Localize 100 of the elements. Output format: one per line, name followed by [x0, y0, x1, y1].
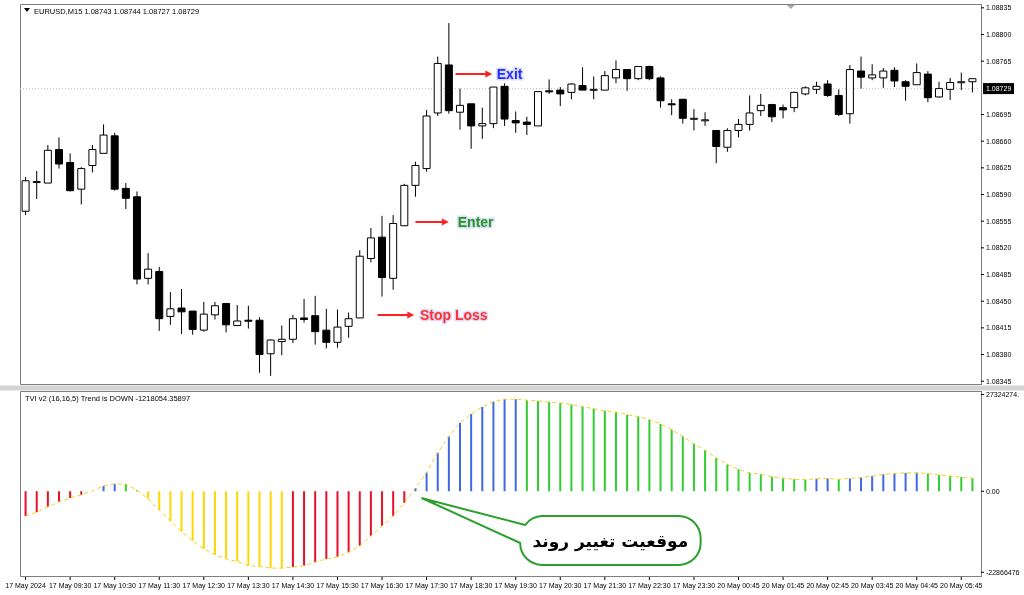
bar — [938, 474, 941, 492]
candlestick — [745, 94, 754, 131]
bar — [57, 491, 60, 502]
candlestick — [600, 70, 609, 91]
candlestick — [634, 65, 643, 81]
candlestick — [545, 78, 554, 95]
bar — [893, 473, 896, 492]
bar — [559, 403, 562, 492]
bar — [536, 400, 539, 492]
candlestick — [589, 75, 598, 100]
bar — [626, 414, 629, 492]
candlestick — [344, 312, 353, 339]
candlestick — [923, 70, 932, 103]
bar — [826, 478, 829, 492]
candlestick — [277, 325, 286, 356]
bar — [147, 491, 150, 499]
candlestick — [300, 298, 309, 324]
bar — [581, 406, 584, 492]
candlestick — [132, 190, 141, 285]
bar — [681, 436, 684, 492]
candlestick — [567, 82, 576, 100]
bar — [269, 491, 272, 569]
candlestick — [88, 144, 97, 173]
bar — [180, 491, 183, 532]
candlestick — [210, 301, 219, 320]
candlestick — [288, 314, 297, 344]
bar — [514, 399, 517, 492]
bar — [481, 406, 484, 492]
candlestick — [689, 108, 698, 131]
candlestick — [77, 166, 86, 205]
candlestick — [701, 111, 710, 127]
bar — [69, 491, 72, 498]
candlestick — [767, 103, 776, 123]
bar — [904, 472, 907, 492]
bar — [470, 414, 473, 492]
bar — [247, 491, 250, 566]
bar — [770, 476, 773, 492]
candlestick — [144, 252, 153, 285]
bar — [303, 491, 306, 566]
bar — [492, 401, 495, 492]
bar — [403, 491, 406, 503]
candlestick — [433, 56, 442, 117]
bar — [659, 423, 662, 492]
bar — [169, 491, 172, 522]
candlestick — [244, 305, 253, 330]
candlestick — [756, 93, 765, 117]
bar — [793, 479, 796, 492]
candlestick — [556, 86, 565, 107]
candlestick — [444, 22, 453, 115]
candlestick — [857, 56, 866, 90]
bar — [837, 479, 840, 492]
annotation: Enter — [457, 214, 495, 230]
bar — [392, 491, 395, 517]
bar — [236, 491, 239, 562]
candlestick — [522, 116, 531, 136]
bar — [202, 491, 205, 550]
candlestick — [623, 69, 632, 92]
bar — [191, 491, 194, 541]
candlestick — [578, 66, 587, 91]
candlestick — [155, 266, 164, 332]
candlestick — [812, 81, 821, 95]
candlestick — [511, 110, 520, 134]
bar — [815, 478, 818, 492]
candlestick — [656, 75, 665, 109]
candlestick — [723, 127, 732, 153]
candlestick — [456, 88, 465, 131]
bar — [381, 491, 384, 526]
candlestick — [533, 91, 542, 127]
bar — [715, 457, 718, 492]
bar — [314, 491, 317, 563]
candlestick — [333, 309, 342, 349]
candlestick — [957, 72, 966, 91]
candlestick — [845, 64, 854, 125]
bar — [503, 399, 506, 492]
bar — [971, 478, 974, 492]
candlestick — [678, 98, 687, 125]
bar — [949, 476, 952, 492]
bar — [291, 491, 294, 568]
candlestick — [901, 79, 910, 102]
candlestick — [188, 310, 197, 336]
annotation: Exit — [496, 66, 523, 82]
candlestick — [411, 161, 420, 198]
candlestick — [667, 98, 676, 116]
bar — [592, 408, 595, 492]
candlestick — [378, 215, 387, 298]
candlestick — [734, 118, 743, 138]
bar — [804, 479, 807, 492]
candlestick — [121, 182, 130, 210]
candlestick — [110, 132, 119, 192]
bar — [35, 491, 38, 513]
candlestick — [790, 91, 799, 113]
candlestick — [489, 86, 498, 129]
candlestick — [879, 67, 888, 89]
candlestick — [611, 59, 620, 84]
candlestick — [355, 249, 364, 319]
candlestick — [177, 288, 186, 335]
bar — [704, 450, 707, 492]
candlestick — [389, 214, 398, 291]
bar — [614, 412, 617, 492]
candlestick — [400, 183, 409, 227]
